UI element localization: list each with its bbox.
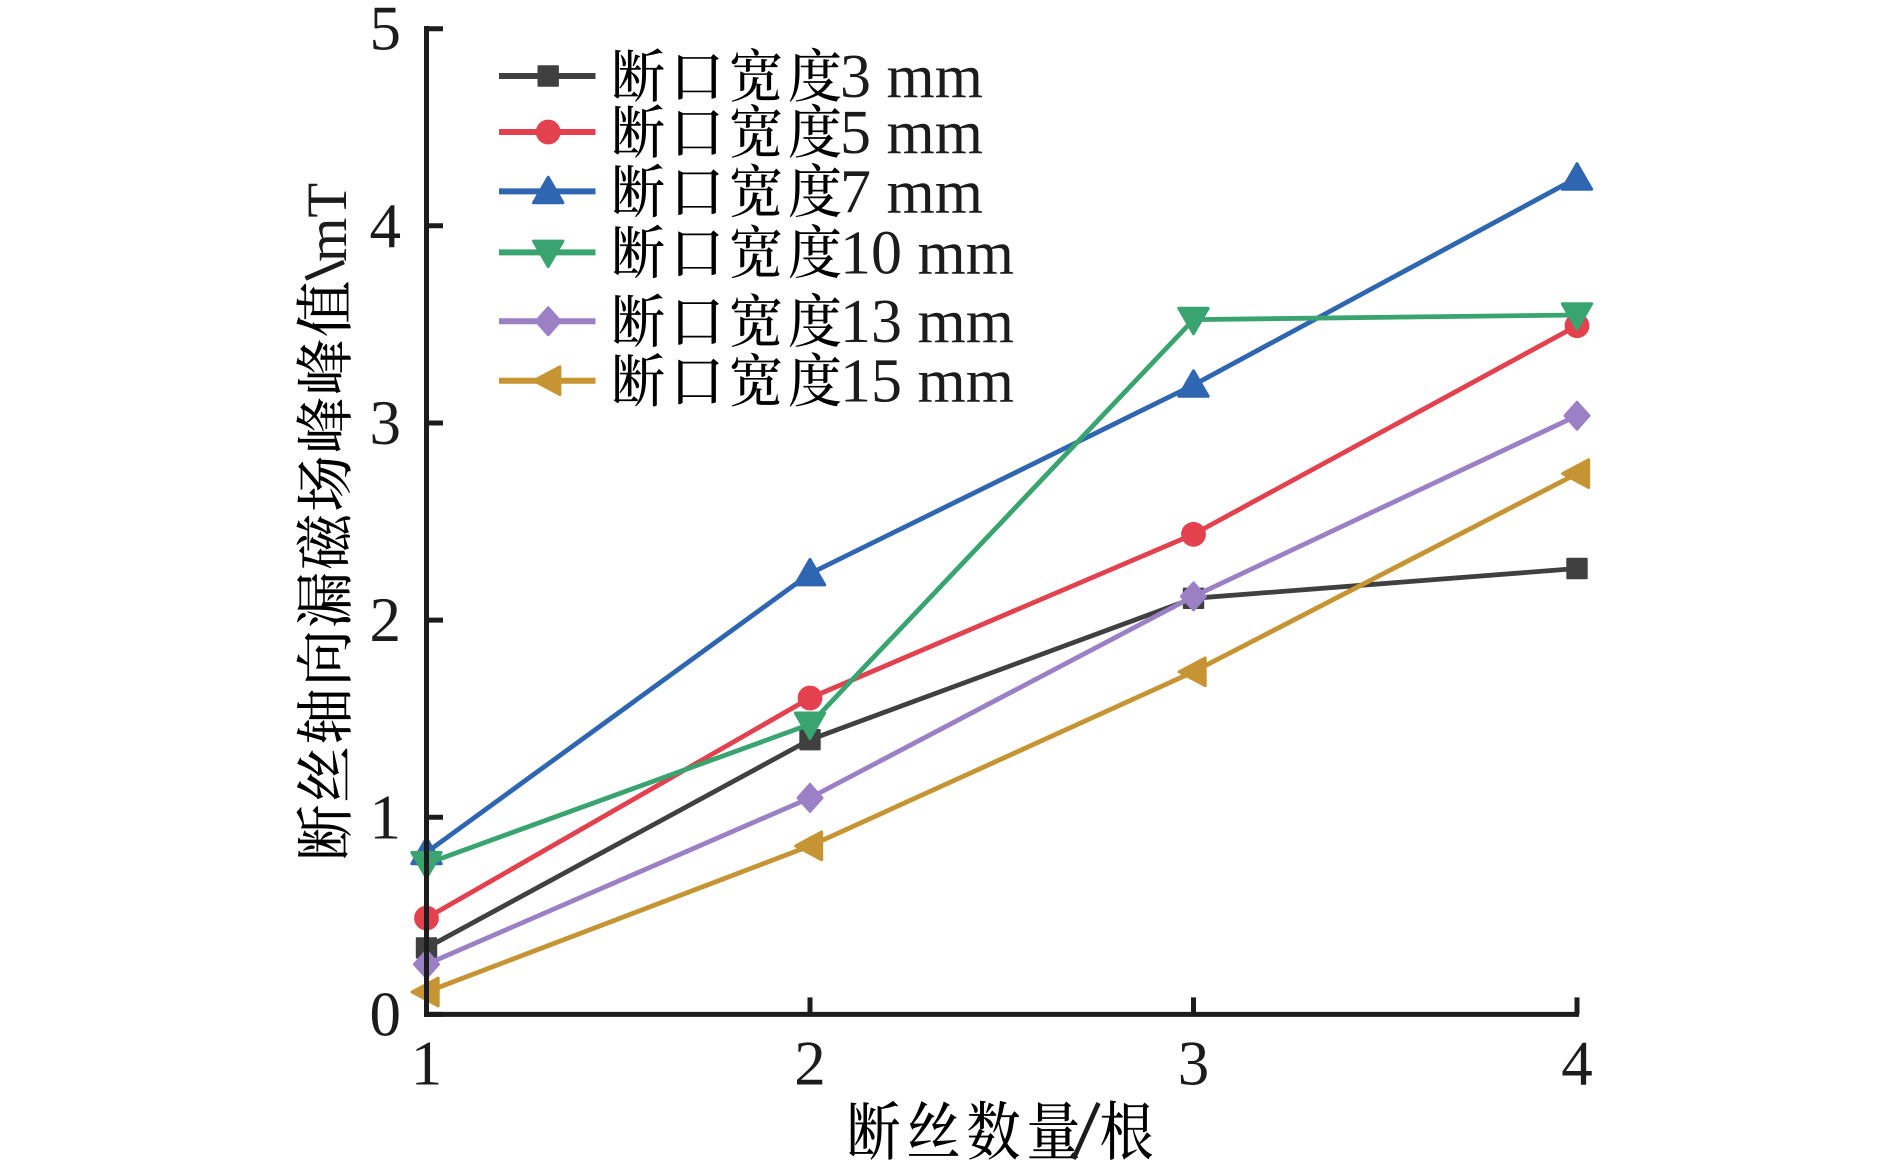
svg-text:7 mm: 7 mm	[840, 158, 983, 226]
svg-text:2: 2	[370, 585, 402, 655]
svg-text:1: 1	[411, 1029, 443, 1099]
svg-text:5: 5	[370, 0, 402, 64]
svg-text:1: 1	[370, 782, 402, 852]
svg-text:0: 0	[370, 979, 402, 1049]
svg-text:mT: mT	[296, 183, 359, 262]
svg-text:15 mm: 15 mm	[840, 348, 1014, 416]
svg-text:3 mm: 3 mm	[840, 43, 983, 111]
svg-text:3: 3	[1178, 1029, 1210, 1099]
svg-text:2: 2	[794, 1029, 826, 1099]
svg-text:4: 4	[370, 191, 402, 261]
svg-text:10 mm: 10 mm	[840, 219, 1014, 287]
svg-text:5 mm: 5 mm	[840, 99, 983, 167]
svg-text:13 mm: 13 mm	[840, 288, 1014, 356]
svg-text:4: 4	[1561, 1029, 1593, 1099]
svg-text:3: 3	[370, 388, 402, 458]
